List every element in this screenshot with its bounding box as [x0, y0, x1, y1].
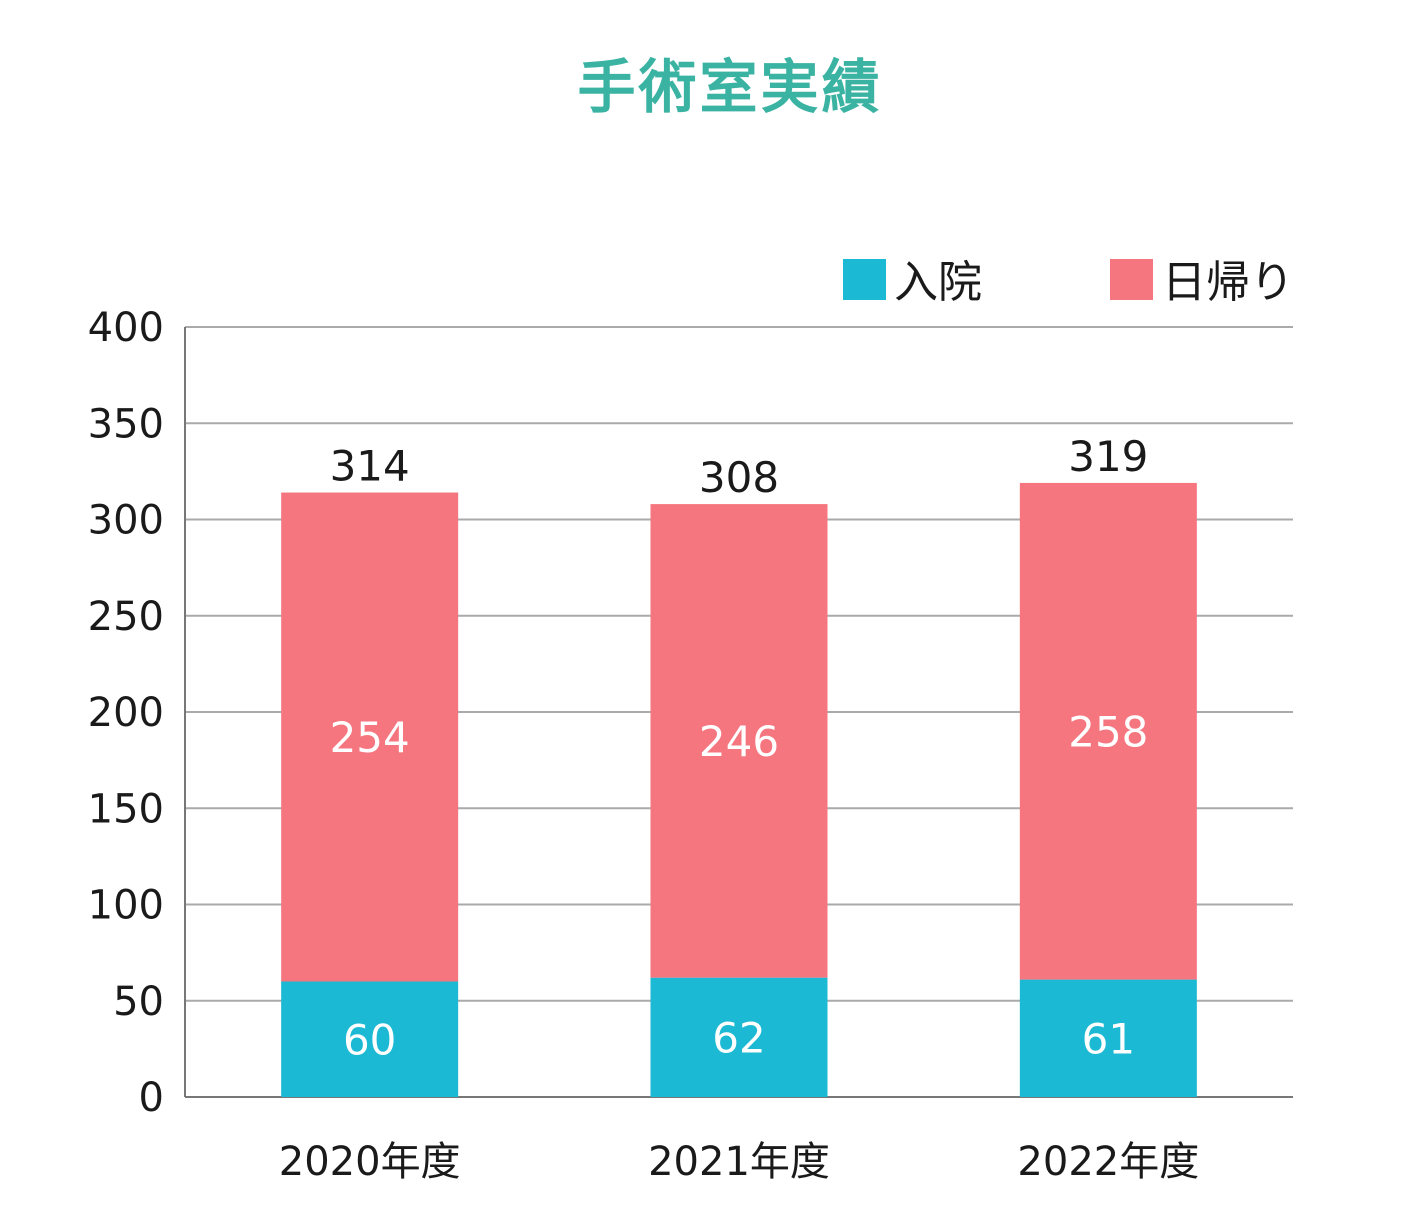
- x-tick-label: 2022年度: [1017, 1139, 1199, 1185]
- legend-swatch-daytrip: [1110, 259, 1153, 300]
- y-tick-label: 100: [88, 883, 164, 929]
- x-axis: 2020年度 2021年度 2022年度: [279, 1139, 1199, 1185]
- bar-total-label: 308: [699, 453, 779, 502]
- x-tick-label: 2020年度: [279, 1139, 461, 1185]
- bar-segment-daytrip: [1019, 482, 1197, 980]
- bar-value-label: 61: [1082, 1014, 1135, 1063]
- bars: 60 254 314 62 246 308 61 258 319: [281, 432, 1197, 1097]
- bar-segment-daytrip: [650, 504, 828, 978]
- x-tick-label: 2021年度: [648, 1139, 830, 1185]
- bar-total-label: 314: [330, 442, 410, 491]
- y-tick-label: 400: [88, 305, 164, 351]
- bar-value-label: 62: [712, 1013, 765, 1062]
- bar-value-label: 60: [343, 1015, 396, 1064]
- legend-label: 入院: [894, 257, 982, 308]
- legend: 入院 日帰り: [843, 257, 1294, 308]
- chart-title: 手術室実績: [577, 53, 883, 121]
- legend-label: 日帰り: [1162, 257, 1294, 308]
- y-tick-label: 350: [88, 401, 164, 447]
- bar-value-label: 258: [1068, 707, 1148, 756]
- y-tick-label: 150: [88, 786, 164, 832]
- y-tick-label: 300: [88, 498, 164, 544]
- bar-value-label: 254: [330, 713, 410, 762]
- bar-total-label: 319: [1068, 432, 1148, 481]
- bar-value-label: 246: [699, 717, 779, 766]
- bar-segment-inpatient: [650, 977, 828, 1097]
- y-axis: 0 50 100 150 200 250 300 350 400: [88, 305, 186, 1121]
- y-tick-label: 200: [88, 690, 164, 736]
- y-tick-label: 0: [139, 1075, 164, 1121]
- legend-swatch-inpatient: [843, 259, 886, 300]
- bar-segment-inpatient: [1019, 979, 1197, 1097]
- y-tick-label: 250: [88, 594, 164, 640]
- y-tick-label: 50: [113, 979, 164, 1025]
- bar-segment-inpatient: [281, 981, 459, 1097]
- bar-segment-daytrip: [281, 492, 459, 982]
